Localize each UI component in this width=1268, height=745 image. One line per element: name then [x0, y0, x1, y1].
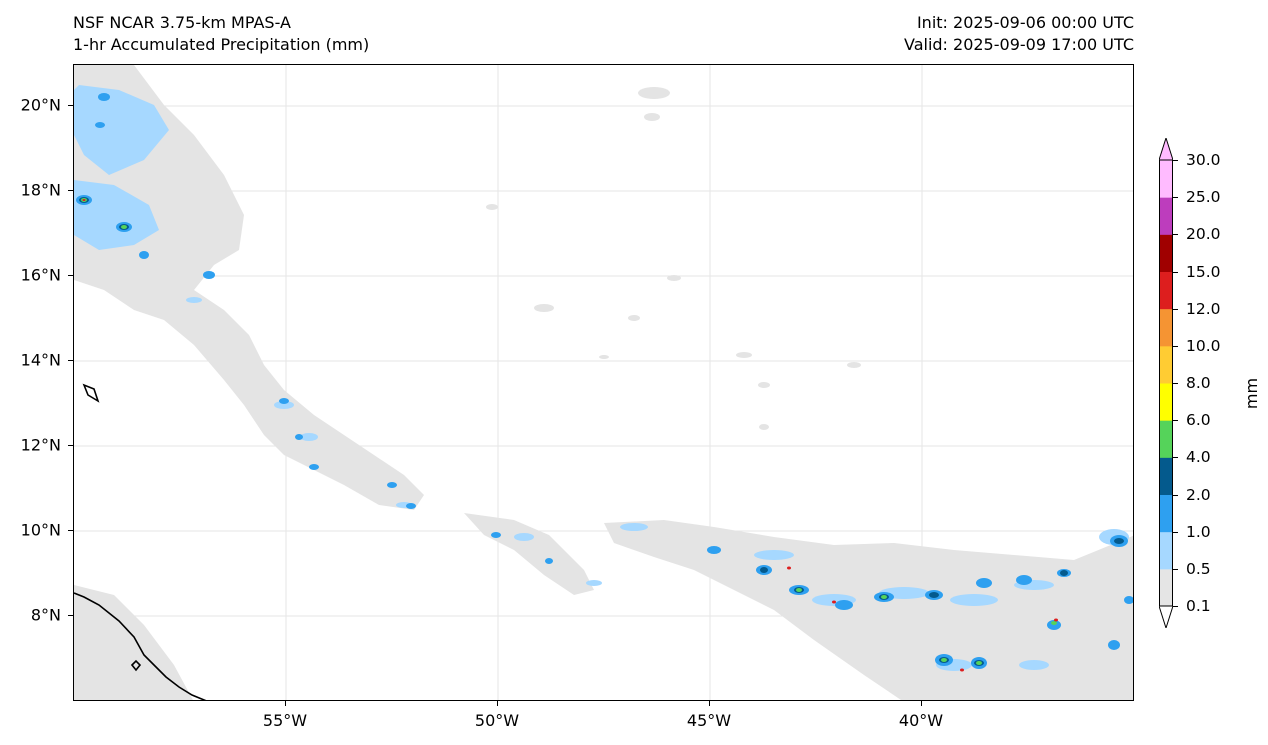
colorbar-segment — [1159, 420, 1173, 458]
lon-tick — [285, 701, 286, 706]
lon-label-40: 40°W — [898, 711, 944, 730]
colorbar-tick — [1173, 160, 1178, 161]
colorbar-segment — [1159, 345, 1173, 384]
field-title: 1-hr Accumulated Precipitation (mm) — [73, 35, 370, 54]
colorbar-level-label: 2.0 — [1186, 485, 1211, 504]
colorbar-tick — [1173, 606, 1178, 607]
lat-label-14: 14°N — [20, 350, 61, 370]
colorbar-level-label: 10.0 — [1186, 336, 1221, 355]
lat-label-20: 20°N — [20, 95, 61, 115]
colorbar-extend-high — [1159, 138, 1173, 160]
valid-time: Valid: 2025-09-09 17:00 UTC — [903, 35, 1134, 54]
colorbar-tick — [1173, 345, 1178, 347]
lat-tick — [68, 190, 73, 191]
colorbar-segment — [1159, 271, 1173, 310]
colorbar-segment — [1159, 383, 1173, 421]
colorbar-tick — [1173, 568, 1178, 570]
init-time: Init: 2025-09-06 00:00 UTC — [916, 13, 1134, 32]
colorbar-segment — [1159, 568, 1173, 607]
model-title: NSF NCAR 3.75-km MPAS-A — [73, 13, 291, 32]
colorbar-tick — [1173, 420, 1178, 422]
lon-label-45: 45°W — [686, 711, 732, 730]
colorbar-tick — [1173, 494, 1178, 496]
lon-tick — [921, 701, 922, 706]
map-panel — [73, 64, 1134, 701]
colorbar-level-label: 8.0 — [1186, 374, 1211, 392]
lat-tick — [68, 360, 73, 361]
colorbar-segment — [1159, 308, 1173, 347]
colorbar-level-label: 30.0 — [1186, 151, 1221, 169]
gridlines — [74, 65, 1133, 700]
colorbar-tick — [1173, 271, 1178, 273]
lat-label-8: 8°N — [30, 605, 61, 625]
colorbar-level-label: 20.0 — [1186, 225, 1221, 244]
colorbar-extend-low — [1159, 606, 1173, 628]
colorbar-tick — [1173, 457, 1178, 459]
colorbar-tick — [1173, 197, 1178, 199]
colorbar-segment — [1159, 494, 1173, 533]
colorbar-tick — [1173, 531, 1178, 533]
lon-label-50: 50°W — [474, 711, 520, 730]
header-right: Init: 2025-09-06 00:00 UTC Valid: 2025-0… — [904, 12, 1134, 56]
colorbar-segment — [1159, 234, 1173, 272]
colorbar-unit: mm — [1242, 377, 1262, 410]
colorbar-level-label: 0.1 — [1186, 597, 1211, 615]
precip-map — [74, 65, 1133, 700]
lon-tick — [497, 701, 498, 706]
colorbar — [1159, 138, 1173, 628]
lat-tick — [68, 105, 73, 106]
colorbar-level-label: 12.0 — [1186, 299, 1221, 318]
lat-label-12: 12°N — [20, 435, 61, 455]
colorbar-segment — [1159, 197, 1173, 235]
lon-tick — [709, 701, 710, 706]
lat-tick — [68, 615, 73, 616]
colorbar-level-label: 1.0 — [1186, 522, 1211, 541]
heavy-precip-cells — [76, 93, 1133, 672]
colorbar-level-label: 0.5 — [1186, 559, 1211, 578]
lon-label-55: 55°W — [262, 711, 308, 730]
colorbar-segment — [1159, 531, 1173, 570]
lat-tick — [68, 445, 73, 446]
colorbar-tick — [1173, 308, 1178, 310]
lat-label-10: 10°N — [20, 520, 61, 540]
colorbar-segment — [1159, 160, 1173, 198]
colorbar-segment — [1159, 457, 1173, 495]
colorbar-tick — [1173, 383, 1178, 384]
colorbar-tick — [1173, 234, 1178, 236]
header-left: NSF NCAR 3.75-km MPAS-A 1-hr Accumulated… — [73, 12, 369, 56]
lat-tick — [68, 275, 73, 276]
coastlines — [74, 383, 207, 700]
colorbar-level-label: 4.0 — [1186, 448, 1211, 467]
lat-label-16: 16°N — [20, 265, 61, 285]
colorbar-level-label: 6.0 — [1186, 411, 1211, 430]
lat-label-18: 18°N — [20, 180, 61, 200]
lat-tick — [68, 530, 73, 531]
colorbar-level-label: 25.0 — [1186, 188, 1221, 207]
colorbar-level-label: 15.0 — [1186, 262, 1221, 281]
